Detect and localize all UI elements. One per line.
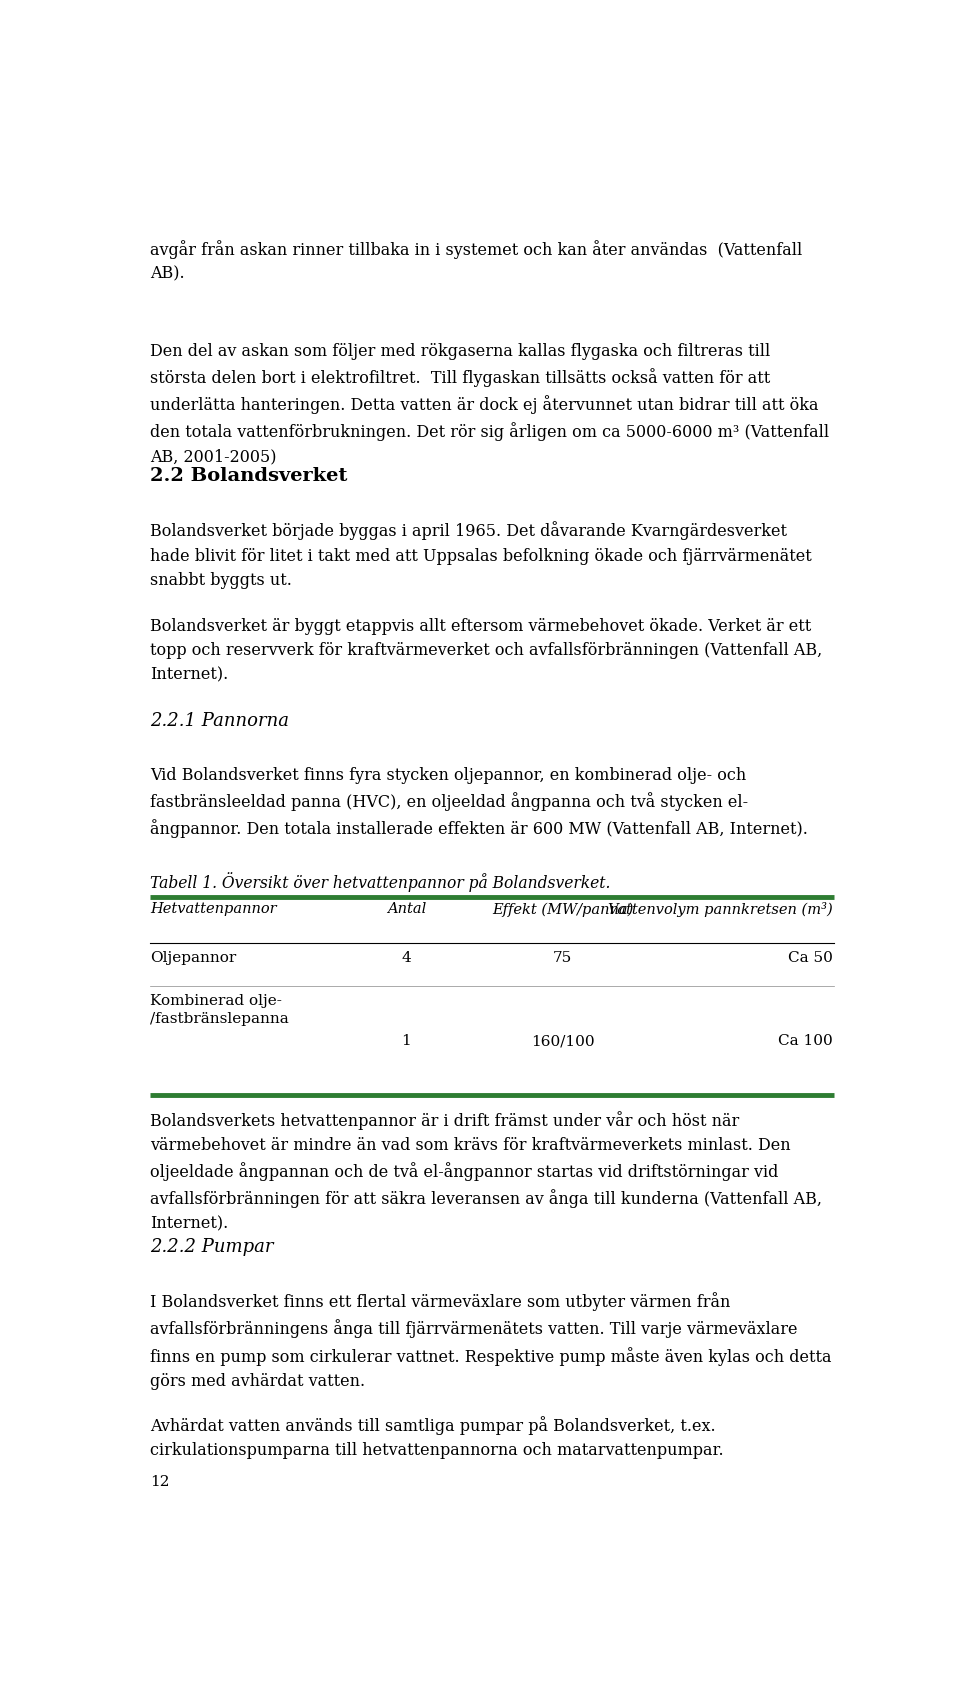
Text: Ca 50: Ca 50 (788, 950, 832, 964)
Text: Effekt (MW/panna): Effekt (MW/panna) (492, 903, 634, 916)
Text: 1: 1 (401, 1033, 411, 1049)
Text: Den del av askan som följer med rökgaserna kallas flygaska och filtreras till
st: Den del av askan som följer med rökgaser… (150, 342, 828, 466)
Text: Avhärdat vatten används till samtliga pumpar på Bolandsverket, t.ex.
cirkulation: Avhärdat vatten används till samtliga pu… (150, 1416, 724, 1460)
Text: Oljepannor: Oljepannor (150, 950, 236, 964)
Text: Antal: Antal (387, 903, 426, 916)
Text: Bolandsverket började byggas i april 1965. Det dåvarande Kvarngärdesverket
hade : Bolandsverket började byggas i april 196… (150, 522, 811, 590)
Text: Bolandsverket är byggt etappvis allt eftersom värmebehovet ökade. Verket är ett
: Bolandsverket är byggt etappvis allt eft… (150, 618, 822, 683)
Text: avgår från askan rinner tillbaka in i systemet och kan åter användas  (Vattenfal: avgår från askan rinner tillbaka in i sy… (150, 241, 802, 283)
Text: 75: 75 (553, 950, 572, 964)
Text: Kombinerad olje-
/fastbränslepanna: Kombinerad olje- /fastbränslepanna (150, 994, 289, 1027)
Text: I Bolandsverket finns ett flertal värmeväxlare som utbyter värmen från
avfallsfö: I Bolandsverket finns ett flertal värmev… (150, 1293, 831, 1389)
Text: Hetvattenpannor: Hetvattenpannor (150, 903, 276, 916)
Text: Vattenvolym pannkretsen (m³): Vattenvolym pannkretsen (m³) (608, 903, 832, 918)
Text: 160/100: 160/100 (531, 1033, 594, 1049)
Text: Vid Bolandsverket finns fyra stycken oljepannor, en kombinerad olje- och
fastbrä: Vid Bolandsverket finns fyra stycken olj… (150, 767, 807, 839)
Text: Tabell 1. Översikt över hetvattenpannor på Bolandsverket.: Tabell 1. Översikt över hetvattenpannor … (150, 872, 611, 893)
Text: 2.2.2 Pumpar: 2.2.2 Pumpar (150, 1238, 274, 1255)
Text: 2.2 Bolandsverket: 2.2 Bolandsverket (150, 468, 348, 484)
Text: Bolandsverkets hetvattenpannor är i drift främst under vår och höst när
värmebeh: Bolandsverkets hetvattenpannor är i drif… (150, 1111, 822, 1233)
Text: 4: 4 (401, 950, 411, 964)
Text: 2.2.1 Pannorna: 2.2.1 Pannorna (150, 711, 289, 730)
Text: 12: 12 (150, 1475, 169, 1489)
Text: Ca 100: Ca 100 (778, 1033, 832, 1049)
